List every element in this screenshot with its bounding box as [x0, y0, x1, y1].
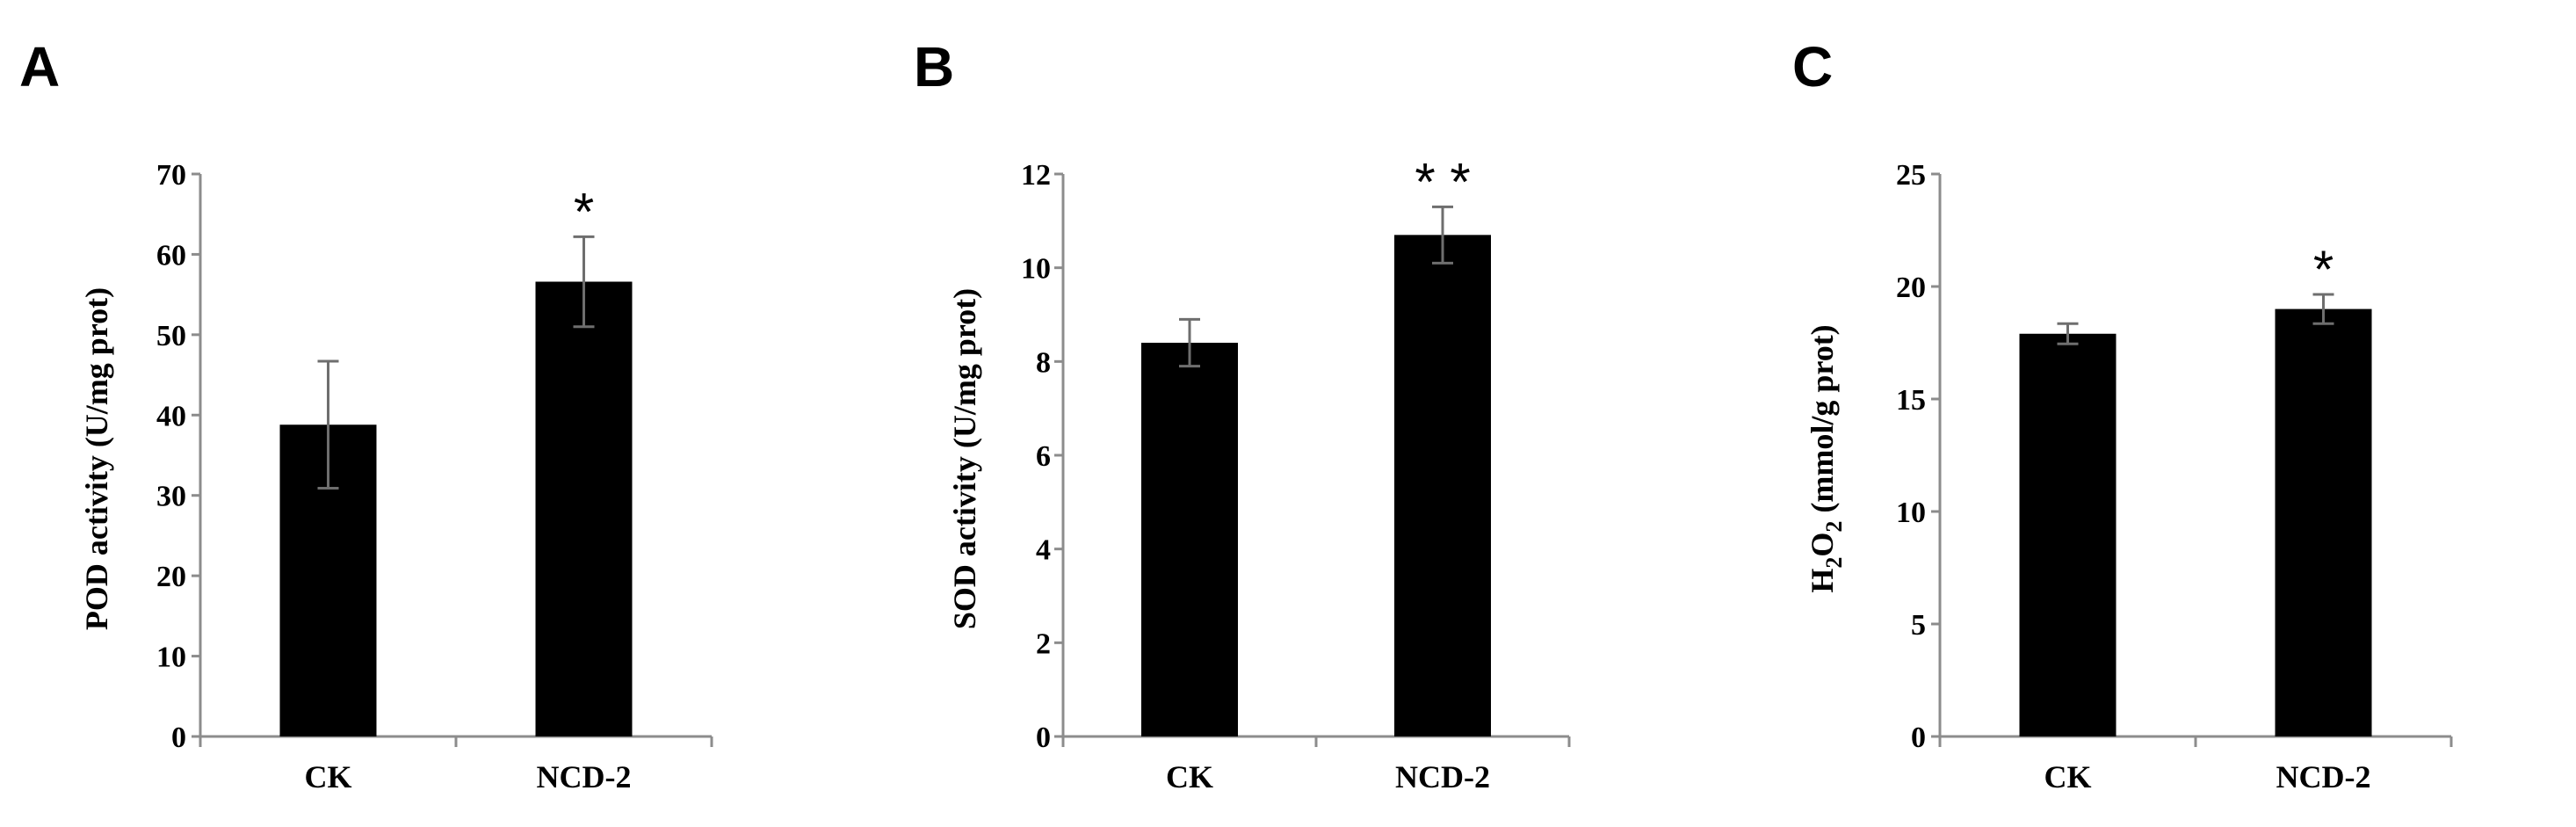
y-tick-label: 0: [1911, 722, 1926, 754]
y-tick-label: 10: [156, 642, 186, 674]
y-title-c-sub2: 2: [1821, 521, 1847, 533]
y-tick-label: 8: [1036, 346, 1051, 379]
y-tick-label: 20: [1896, 272, 1926, 304]
x-category-label: NCD-2: [1395, 759, 1490, 794]
panel-a: A POD activity (U/mg prot) 0 10 20 30 40 50 60…: [19, 35, 713, 794]
y-tick-label: 40: [156, 400, 186, 432]
y-tick-label: 6: [1036, 440, 1051, 473]
y-tick-label: 10: [1896, 497, 1926, 529]
panel-b: B SOD activity (U/mg prot) 0 2 4 6 8 10 12 CK * …: [914, 35, 1571, 794]
bar-ncd-2: [535, 281, 633, 736]
y-title-c-rest: (mmol/g prot): [1805, 324, 1840, 520]
y-axis-title-b: SOD activity (U/mg prot): [947, 288, 982, 629]
y-tick-label: 0: [171, 722, 186, 754]
y-title-c-h: H: [1805, 569, 1840, 593]
y-tick-label: 2: [1036, 628, 1051, 660]
plot-area-a: 0 10 20 30 40 50 60 70 CK * NCD-2: [156, 159, 713, 794]
significance-marker: *: [574, 182, 594, 241]
bar-ncd-2: [1394, 235, 1491, 736]
y-tick-label: 0: [1036, 722, 1051, 754]
x-category-label: CK: [1166, 759, 1213, 794]
y-tick-label: 12: [1021, 159, 1051, 192]
y-tick-label: 50: [156, 320, 186, 352]
x-category-label: NCD-2: [2276, 759, 2371, 794]
y-axis-title-c: H2O2 (mmol/g prot): [1805, 324, 1847, 592]
significance-marker: * *: [1415, 152, 1470, 211]
y-tick-label: 30: [156, 481, 186, 513]
panel-label-b: B: [914, 35, 954, 98]
y-axis-title-a: POD activity (U/mg prot): [79, 287, 114, 630]
x-category-label: CK: [2044, 759, 2092, 794]
x-category-label: NCD-2: [537, 759, 632, 794]
y-tick-label: 5: [1911, 609, 1926, 642]
plot-area-b: 0 2 4 6 8 10 12 CK * * NCD-2: [1021, 152, 1571, 794]
y-tick-label: 15: [1896, 384, 1926, 417]
panel-label-c: C: [1792, 35, 1833, 98]
bar-ck: [2019, 333, 2117, 736]
x-category-label: CK: [305, 759, 352, 794]
y-tick-label: 60: [156, 239, 186, 272]
y-title-c-o: O: [1805, 533, 1840, 557]
y-tick-label: 20: [156, 561, 186, 593]
y-tick-label: 10: [1021, 253, 1051, 286]
panel-label-a: A: [19, 35, 60, 98]
y-tick-label: 70: [156, 159, 186, 192]
y-tick-label: 25: [1896, 159, 1926, 192]
y-title-c-sub1: 2: [1821, 557, 1847, 569]
significance-marker: *: [2313, 240, 2334, 299]
plot-area-c: 0 5 10 15 20 25 CK * NCD-2: [1896, 159, 2453, 794]
bar-ck: [1141, 343, 1238, 736]
bar-ncd-2: [2275, 308, 2372, 736]
y-tick-label: 4: [1036, 534, 1051, 567]
